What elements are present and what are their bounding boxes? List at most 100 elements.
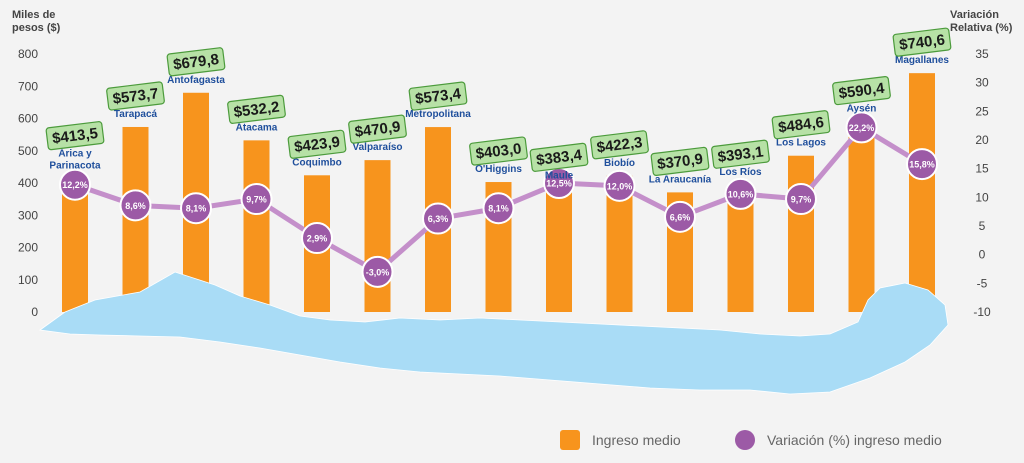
line-value-label: 22,2% <box>849 123 875 133</box>
bar-value-label: $383,4 <box>535 147 583 170</box>
bar-value-label: $393,1 <box>717 143 765 165</box>
y-tick-left: 300 <box>18 208 38 222</box>
line-value-label: 10,6% <box>728 189 754 199</box>
money-tag-bg <box>590 130 649 160</box>
money-tag: $423,9 <box>287 129 347 159</box>
bar-value-label: $590,4 <box>838 80 886 103</box>
y-tick-left: 200 <box>18 241 38 255</box>
money-tag-bg <box>529 142 589 172</box>
money-tag: $422,3 <box>590 130 649 160</box>
money-tag-bg <box>287 129 347 159</box>
line-marker <box>119 189 152 222</box>
line-value-label: 2,9% <box>307 234 328 244</box>
line-value-label: 6,6% <box>670 212 691 222</box>
bar <box>909 73 935 313</box>
money-tag: $383,4 <box>529 142 589 172</box>
line-value-label: 9,7% <box>246 195 267 205</box>
bar-value-label: $422,3 <box>596 134 644 156</box>
money-tag-bg <box>408 81 468 111</box>
y-tick-left: 0 <box>31 305 38 319</box>
line-marker <box>361 255 394 288</box>
money-tag: $413,5 <box>45 121 105 151</box>
y-axis-left-title: Miles de <box>12 9 55 21</box>
bar <box>788 155 814 312</box>
y-tick-right: 5 <box>979 219 986 233</box>
bar-value-label: $423,9 <box>293 134 341 156</box>
y-tick-right: 15 <box>975 162 989 176</box>
y-tick-right: 10 <box>975 190 989 204</box>
line-value-label: 9,7% <box>791 195 812 205</box>
line-marker <box>845 111 878 144</box>
money-tag-bg <box>650 146 710 176</box>
region-label: Parinacota <box>49 161 101 172</box>
bar-value-label: $403,0 <box>475 140 523 162</box>
money-tag: $740,6 <box>892 27 952 57</box>
legend-line-label: Variación (%) ingreso medio <box>767 432 942 448</box>
bar-value-label: $740,6 <box>898 31 946 53</box>
line-value-label: 12,5% <box>546 179 572 189</box>
money-tag-bg <box>106 81 165 111</box>
money-tag-bg <box>227 94 286 124</box>
line-value-label: 8,6% <box>125 201 146 211</box>
money-tag: $470,9 <box>348 114 407 144</box>
region-label: Biobío <box>604 158 635 169</box>
y-tick-left: 700 <box>18 79 38 93</box>
line-marker <box>422 202 454 235</box>
bar-value-label: $679,8 <box>172 51 220 73</box>
line-value-label: 12,0% <box>607 181 633 191</box>
bar <box>243 140 270 312</box>
y-axis-right-title: Variación <box>950 9 999 21</box>
bar-value-label: $470,9 <box>354 118 402 140</box>
money-tag: $590,4 <box>832 76 891 106</box>
region-label: Maule <box>545 170 574 181</box>
money-tag: $573,7 <box>106 81 165 111</box>
chile-map <box>38 271 949 395</box>
money-tag-bg <box>892 27 952 57</box>
line-value-label: 15,8% <box>909 160 935 170</box>
line-marker <box>180 192 212 225</box>
region-label: Antofagasta <box>167 75 225 86</box>
bar-value-label: $484,6 <box>777 114 825 136</box>
money-tag-bg <box>832 76 891 106</box>
y-tick-right: 0 <box>979 248 986 262</box>
y-tick-right: -5 <box>977 276 988 290</box>
bar <box>546 188 572 312</box>
line-marker <box>724 177 757 210</box>
y-tick-left: 400 <box>18 176 38 190</box>
region-label: Tarapacá <box>114 109 158 120</box>
money-tag-bg <box>348 114 407 144</box>
line-marker <box>906 148 938 181</box>
y-axis-right-title: Relativa (%) <box>950 22 1013 34</box>
line-marker <box>240 183 273 216</box>
region-label: Coquimbo <box>292 157 341 168</box>
money-tag: $484,6 <box>771 110 831 140</box>
line-marker <box>785 183 817 216</box>
money-tag-bg <box>711 139 770 169</box>
bar <box>364 160 391 312</box>
legend-line: Variación (%) ingreso medio <box>735 430 942 450</box>
region-label: Atacama <box>236 122 278 133</box>
line-marker <box>59 168 91 201</box>
y-tick-right: 20 <box>975 133 989 147</box>
bar <box>848 121 875 312</box>
y-tick-left: 500 <box>18 144 38 158</box>
bar-value-label: $413,5 <box>51 125 99 147</box>
line-value-label: 12,2% <box>62 180 88 190</box>
line-value-label: -3,0% <box>366 267 390 277</box>
money-tag: $393,1 <box>711 139 770 169</box>
region-label: La Araucanía <box>649 174 712 185</box>
region-label: Arica y <box>58 149 92 160</box>
region-label: Los Ríos <box>719 167 762 178</box>
bar <box>62 178 88 312</box>
line-marker <box>664 200 696 233</box>
legend-bar-swatch <box>560 430 580 450</box>
bar-value-label: $532,2 <box>233 99 281 121</box>
line-marker <box>603 169 636 202</box>
y-tick-left: 600 <box>18 112 38 126</box>
line-marker <box>301 222 333 255</box>
region-label: Magallanes <box>895 55 949 66</box>
region-label: Los Lagos <box>776 138 826 149</box>
money-tag-bg <box>45 121 105 151</box>
money-tag: $679,8 <box>166 47 226 77</box>
y-tick-left: 100 <box>18 273 38 287</box>
